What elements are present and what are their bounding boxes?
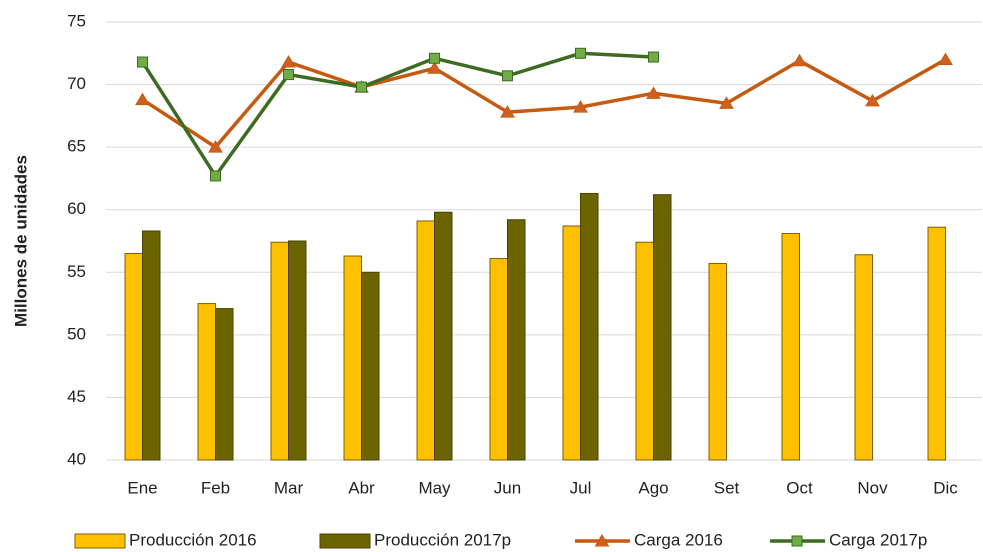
bar — [288, 240, 307, 461]
y-tick-label: 70 — [67, 74, 86, 93]
y-tick-label: 40 — [67, 449, 86, 468]
legend-label: Producción 2017p — [374, 530, 511, 549]
y-tick-label: 50 — [67, 324, 86, 343]
line-marker — [137, 56, 148, 68]
line-marker — [502, 70, 513, 82]
line-marker — [575, 47, 586, 59]
line-marker — [210, 170, 221, 182]
x-tick-label: Feb — [201, 478, 230, 497]
bar — [416, 220, 435, 461]
y-tick-label: 45 — [67, 387, 86, 406]
x-tick-label: Oct — [786, 478, 813, 497]
y-tick-label: 60 — [67, 199, 86, 218]
y-tick-label: 55 — [67, 262, 86, 281]
bar — [580, 192, 599, 461]
line-marker — [719, 96, 734, 109]
legend-swatch — [74, 533, 126, 549]
legend-marker — [791, 535, 803, 547]
bar — [635, 241, 654, 461]
bar — [434, 211, 453, 461]
bar — [927, 226, 946, 461]
line-marker — [429, 52, 440, 64]
bar — [653, 194, 672, 461]
bar — [562, 225, 581, 461]
x-tick-label: Set — [714, 478, 740, 497]
line-marker — [648, 51, 659, 63]
x-tick-label: Jun — [494, 478, 521, 497]
line-marker — [938, 52, 953, 66]
line — [141, 58, 947, 150]
x-tick-label: May — [418, 478, 451, 497]
legend-label: Carga 2017p — [829, 530, 927, 549]
x-tick-label: Dic — [933, 478, 958, 497]
legend-label: Producción 2016 — [129, 530, 257, 549]
x-tick-label: Ago — [638, 478, 668, 497]
x-tick-label: Ene — [127, 478, 157, 497]
legend-marker — [594, 534, 610, 547]
bar — [361, 271, 380, 461]
x-tick-label: Abr — [348, 478, 375, 497]
y-axis-label: Millones de unidades — [11, 155, 30, 327]
line-marker — [573, 100, 588, 113]
line — [141, 51, 654, 180]
line-marker — [646, 86, 661, 99]
x-tick-label: Jul — [570, 478, 592, 497]
bar — [215, 308, 234, 461]
bar — [270, 241, 289, 461]
line-marker — [135, 92, 150, 106]
line-marker — [865, 93, 880, 107]
bar — [489, 258, 508, 461]
line-marker — [792, 53, 807, 67]
bar — [507, 219, 526, 461]
line-marker — [356, 81, 367, 93]
line-marker — [283, 69, 294, 81]
bar — [343, 255, 362, 461]
x-tick-label: Mar — [274, 478, 304, 497]
legend-label: Carga 2016 — [634, 530, 723, 549]
y-tick-label: 65 — [67, 137, 86, 156]
line-marker — [281, 55, 296, 68]
bar — [708, 263, 727, 461]
bar — [854, 254, 873, 461]
line-marker — [427, 61, 442, 74]
line-marker — [208, 140, 223, 153]
legend-swatch — [319, 533, 371, 549]
bar — [197, 303, 216, 461]
bar — [781, 232, 800, 461]
bar — [124, 253, 143, 461]
x-tick-label: Nov — [857, 478, 888, 497]
line-marker — [500, 105, 515, 118]
bar — [142, 230, 161, 461]
y-tick-label: 75 — [67, 11, 86, 30]
